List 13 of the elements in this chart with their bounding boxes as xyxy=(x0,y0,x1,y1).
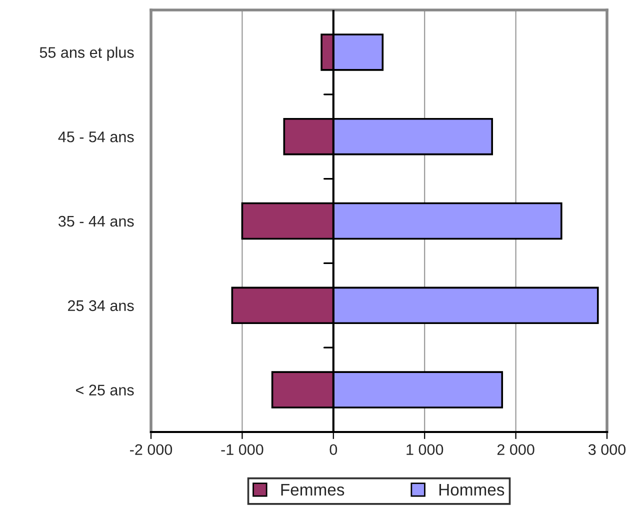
legend-label: Hommes xyxy=(439,484,504,496)
y-tick-label: 55 ans et plus xyxy=(40,46,134,61)
x-tick-label: -1 000 xyxy=(221,444,264,456)
y-tick-label: 25 34 ans xyxy=(68,300,134,312)
legend-label: Femmes xyxy=(281,484,344,496)
x-tick-label: -2 000 xyxy=(130,444,172,456)
x-tick-label: 1 000 xyxy=(406,444,444,456)
x-tick-label: 0 xyxy=(330,444,338,456)
x-tick-label: 2 000 xyxy=(497,444,534,456)
y-tick-label: 45 - 54 ans xyxy=(58,132,134,142)
y-tick-label: < 25 ans xyxy=(76,384,134,396)
y-tick-label: 35 - 44 ans xyxy=(58,216,134,227)
x-tick-label: 3 000 xyxy=(588,444,626,456)
